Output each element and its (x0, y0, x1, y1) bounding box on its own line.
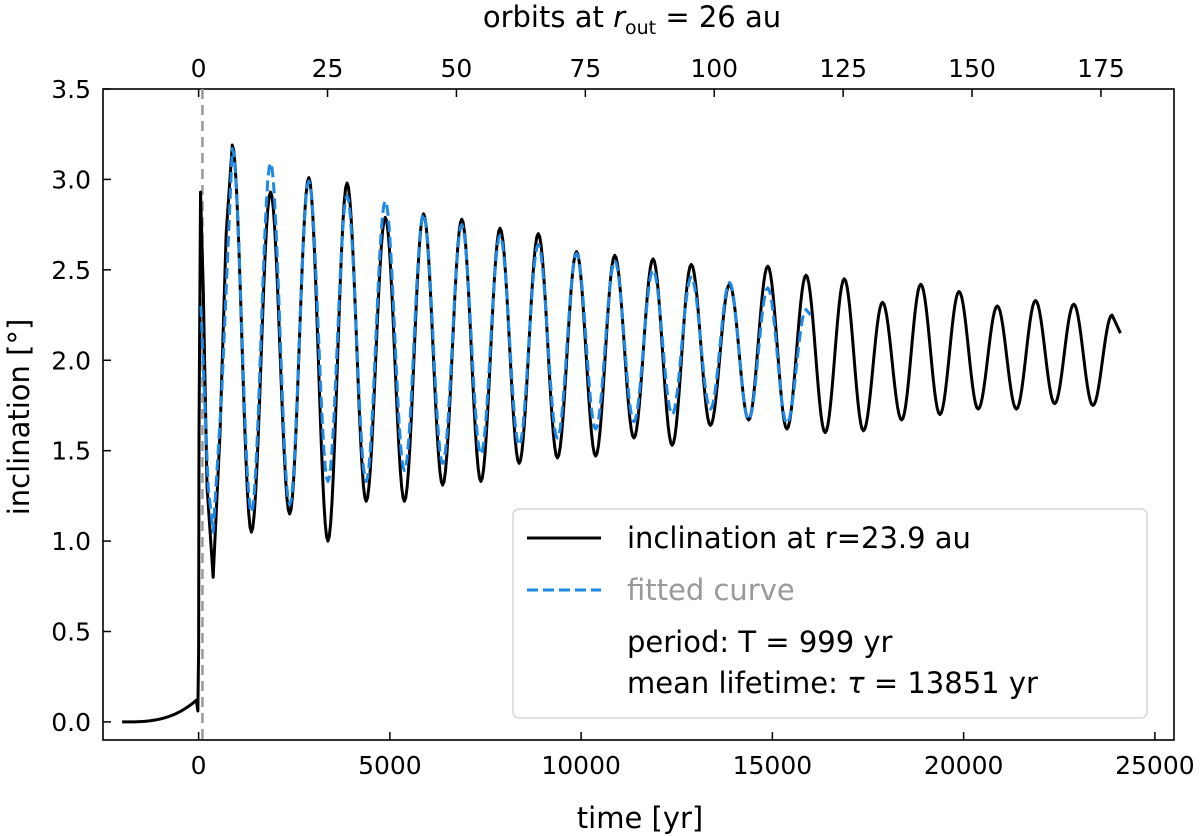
x-axis-label: time [yr] (577, 801, 703, 835)
x-tick-label: 5000 (358, 751, 422, 780)
y-tick-label: 3.0 (51, 165, 91, 194)
x-tick-label: 0 (191, 751, 207, 780)
top-tick-label: 175 (1077, 54, 1125, 83)
top-tick-label: 25 (312, 54, 344, 83)
x-tick-label: 25000 (1115, 751, 1195, 780)
legend: inclination at r=23.9 au fitted curve pe… (512, 508, 1148, 719)
y-tick-label: 2.5 (51, 256, 91, 285)
legend-label-inclination: inclination at r=23.9 au (627, 521, 971, 555)
y-tick-label: 0.5 (51, 618, 91, 647)
y-tick-label: 1.0 (51, 527, 91, 556)
series-fitted-line (199, 147, 812, 534)
top-tick-label: 125 (819, 54, 867, 83)
x-tick-label: 10000 (541, 751, 621, 780)
top-tick-label: 150 (948, 54, 996, 83)
x-tick-label: 15000 (733, 751, 813, 780)
y-tick-label: 0.0 (51, 708, 91, 737)
x-tick-label: 20000 (924, 751, 1004, 780)
y-tick-label: 3.5 (51, 75, 91, 104)
legend-box (512, 508, 1148, 719)
legend-note-period: period: T = 999 yr (627, 625, 893, 659)
ticks-layer: 0 5000 10000 15000 20000 25000 0.0 0.5 1.0 1.5 2.0… (51, 54, 1194, 780)
lines-layer (122, 89, 1122, 740)
legend-note-lifetime: mean lifetime: τ = 13851 yr (627, 666, 1038, 700)
top-tick-label: 0 (191, 54, 207, 83)
y-tick-label: 2.0 (51, 346, 91, 375)
legend-label-fitted: fitted curve (627, 573, 795, 607)
y-axis-label: inclination [°] (2, 319, 36, 516)
y-tick-label: 1.5 (51, 437, 91, 466)
top-tick-label: 75 (569, 54, 601, 83)
top-axis-label: orbits at rout = 26 au (483, 0, 781, 39)
plot-frame (102, 88, 1175, 741)
top-tick-label: 100 (690, 54, 738, 83)
top-tick-label: 50 (441, 54, 473, 83)
